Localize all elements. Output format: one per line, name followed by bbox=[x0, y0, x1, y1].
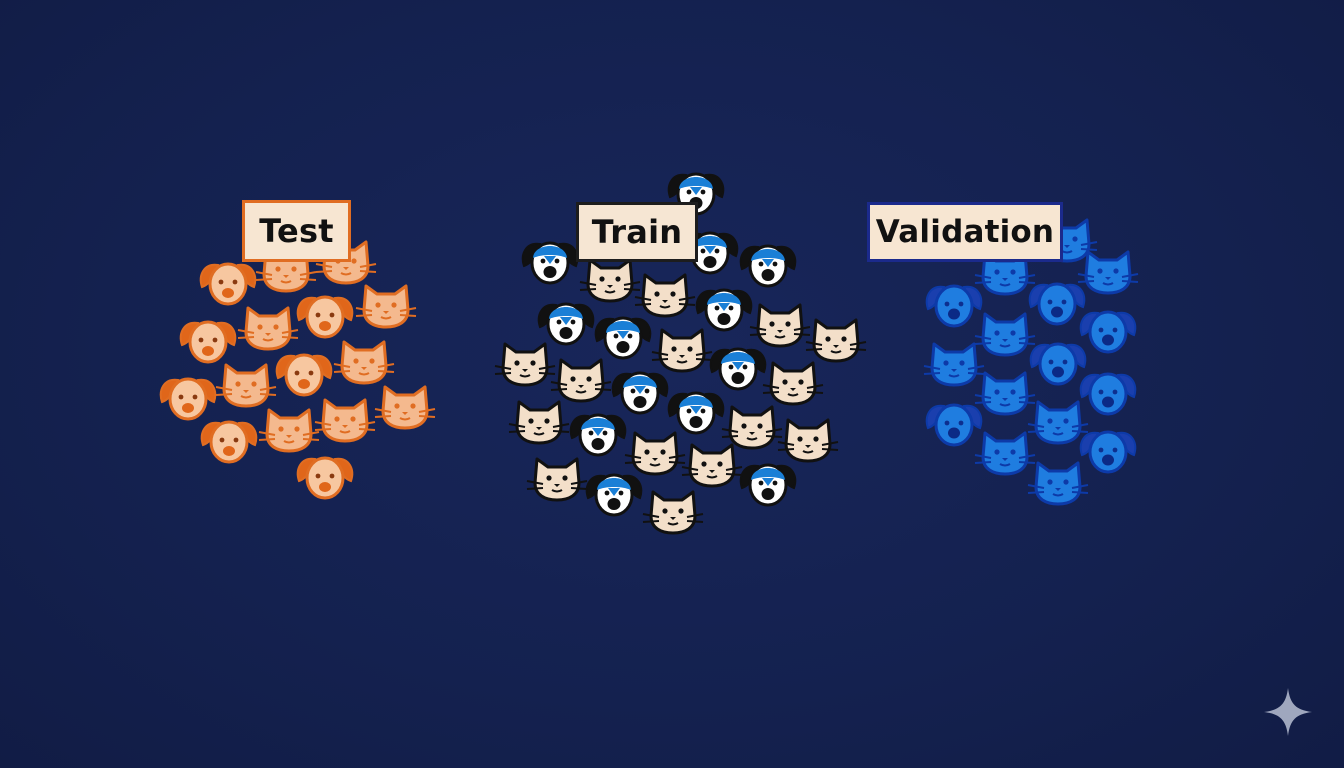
train-dog-icon-1 bbox=[521, 241, 579, 285]
train-dog-icon-14 bbox=[709, 347, 767, 391]
train-cat-icon-10 bbox=[805, 318, 867, 363]
train-cat-icon-13 bbox=[550, 358, 612, 403]
validation-group bbox=[923, 218, 1139, 506]
test-dog-icon-6 bbox=[296, 295, 354, 339]
train-cat-icon-22 bbox=[624, 431, 686, 476]
validation-dog-icon-3 bbox=[925, 284, 983, 328]
validation-label: Validation bbox=[867, 202, 1063, 262]
train-dog-icon-9 bbox=[594, 316, 652, 360]
train-cat-icon-17 bbox=[508, 400, 570, 445]
test-dog-icon-10 bbox=[159, 377, 217, 421]
train-label: Train bbox=[576, 202, 698, 262]
train-dog-icon-25 bbox=[585, 473, 643, 517]
train-cat-icon-16 bbox=[762, 361, 824, 406]
train-dog-icon-18 bbox=[667, 391, 725, 435]
test-dog-icon-0 bbox=[199, 262, 257, 306]
train-dog-icon-6 bbox=[695, 288, 753, 332]
test-cat-icon-5 bbox=[237, 306, 299, 351]
train-dog-icon-15 bbox=[611, 371, 669, 415]
train-cat-icon-4 bbox=[579, 258, 641, 303]
train-dog-icon-19 bbox=[569, 413, 627, 457]
test-label: Test bbox=[242, 200, 351, 262]
train-cat-icon-5 bbox=[634, 273, 696, 318]
test-dog-icon-8 bbox=[275, 353, 333, 397]
train-cat-icon-11 bbox=[651, 328, 713, 373]
test-cat-icon-9 bbox=[215, 363, 277, 408]
train-group bbox=[494, 172, 867, 535]
validation-dog-icon-5 bbox=[1079, 310, 1137, 354]
test-cat-icon-3 bbox=[355, 284, 417, 329]
validation-cat-icon-14 bbox=[974, 431, 1036, 476]
test-dog-icon-4 bbox=[179, 320, 237, 364]
train-dog-icon-2 bbox=[681, 231, 739, 275]
test-group bbox=[159, 240, 436, 500]
test-cat-icon-7 bbox=[333, 340, 395, 385]
test-cat-icon-14 bbox=[258, 408, 320, 453]
validation-cat-icon-12 bbox=[1027, 400, 1089, 445]
train-dog-icon-7 bbox=[537, 302, 595, 346]
test-cat-icon-11 bbox=[314, 398, 376, 443]
train-dog-icon-3 bbox=[739, 244, 797, 288]
train-cat-icon-27 bbox=[642, 490, 704, 535]
validation-cat-icon-15 bbox=[1027, 461, 1089, 506]
validation-dog-icon-4 bbox=[1028, 282, 1086, 326]
train-cat-icon-12 bbox=[494, 342, 556, 387]
validation-cat-icon-10 bbox=[974, 371, 1036, 416]
validation-cat-icon-2 bbox=[1077, 250, 1139, 295]
validation-dog-icon-9 bbox=[1079, 372, 1137, 416]
sparkle-icon bbox=[1264, 688, 1312, 736]
validation-cat-icon-7 bbox=[923, 342, 985, 387]
test-dog-icon-12 bbox=[200, 420, 258, 464]
train-cat-icon-20 bbox=[721, 405, 783, 450]
validation-dog-icon-11 bbox=[925, 403, 983, 447]
train-cat-icon-8 bbox=[749, 303, 811, 348]
test-cat-icon-13 bbox=[374, 385, 436, 430]
test-dog-icon-15 bbox=[296, 456, 354, 500]
validation-cat-icon-6 bbox=[974, 312, 1036, 357]
train-dog-icon-26 bbox=[739, 463, 797, 507]
train-cat-icon-23 bbox=[681, 443, 743, 488]
train-cat-icon-24 bbox=[526, 457, 588, 502]
validation-dog-icon-13 bbox=[1079, 430, 1137, 474]
validation-dog-icon-8 bbox=[1029, 342, 1087, 386]
train-cat-icon-21 bbox=[777, 418, 839, 463]
